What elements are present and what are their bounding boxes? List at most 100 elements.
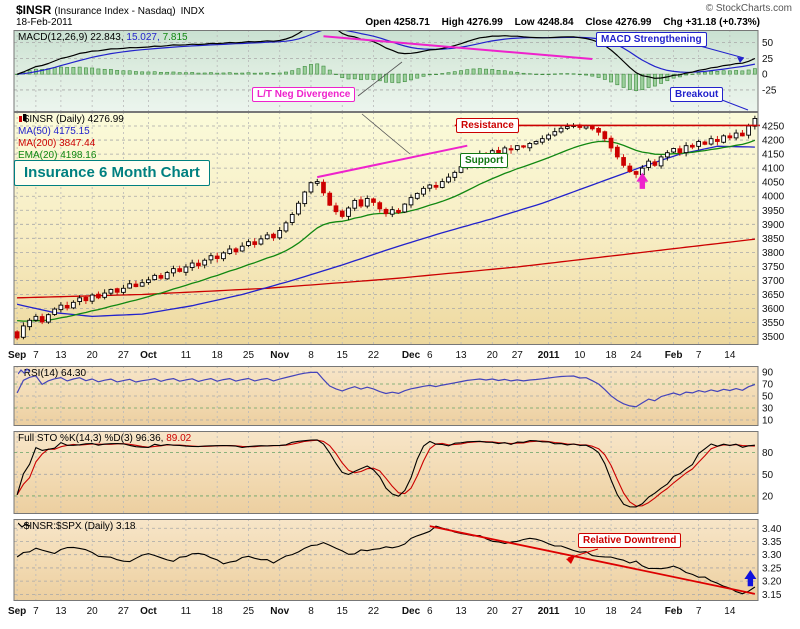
y-tick-label: 3.15 [762,590,782,601]
y-tick-label: 3900 [762,220,785,231]
y-tick-label: 50 [762,38,774,49]
price-legend-symbol: $INSR (Daily) 4276.99 [23,114,124,125]
y-tick-label: -25 [762,85,777,96]
x-tick-label: 27 [512,350,524,361]
x-tick-label: 13 [455,606,467,617]
y-tick-label: 80 [762,448,774,459]
price-legend-symbol-row: $INSR (Daily) 4276.99 [18,114,124,126]
p-sto-plot: 80 50 20 [13,431,774,514]
y-tick-label: 50 [762,470,774,481]
x-tick-label: 20 [487,606,499,617]
x-tick-label: 25 [243,606,255,617]
x-tick-label: 18 [212,606,224,617]
x-tick-label: 2011 [538,606,560,617]
x-tick-label: 14 [724,350,736,361]
symbol-name: (Insurance Index - Nasdaq) [54,6,176,17]
y-tick-label: 3.40 [762,524,782,535]
x-axis-1-labels: Sep 7 13 20 27 Oct 11 18 25 Nov 8 15 22 Dec 6 13 20 27 201… [8,350,736,361]
x-tick-label: Oct [140,350,157,361]
annotation-macd-strengthening: MACD Strengthening [596,32,707,47]
price-panel-background [14,112,758,345]
x-tick-label: 20 [87,350,99,361]
x-tick-label: Nov [270,606,289,617]
y-tick-label: 20 [762,491,774,502]
relative-strength-panel-background [14,519,758,601]
x-tick-label: 27 [118,606,130,617]
annotation-support: Support [460,153,509,168]
ratio-line [16,525,756,595]
chart-title: Insurance 6 Month Chart [14,160,210,186]
x-tick-label: Feb [665,350,683,361]
quote-change: Chg +31.18 (+0.73%) [663,17,760,28]
x-tick-label: Nov [270,350,289,361]
x-tick-label: 7 [33,350,39,361]
y-tick-label: 3550 [762,318,785,329]
p-macd-plot: 50 25 0 -25 [13,30,777,112]
sto-k-line [16,439,755,508]
y-tick-label: 3800 [762,248,785,259]
ma200-line [17,238,755,299]
macd-signal-line [17,30,756,75]
x-tick-label: 6 [427,350,433,361]
x-axis-bottom: Sep 7 13 20 27 Oct 11 18 25 Nov 8 15 22 Dec 6 13 20 27 201… [0,601,800,621]
quote-open: Open 4258.71 [365,17,430,28]
ema20-legend: EMA(20) 4198.16 [18,150,97,161]
x-tick-label: Sep [8,606,26,617]
y-tick-label: 3850 [762,234,785,245]
y-tick-label: 3.25 [762,563,782,574]
macd-divergence-trendline [323,35,593,61]
y-tick-label: 3750 [762,262,785,273]
y-tick-label: 4150 [762,150,785,161]
quote-row: 18-Feb-2011 Open 4258.71 High 4276.99 Lo… [16,17,760,28]
rsi-panel: RSI(14) 64.30 90 70 50 30 10 [0,366,800,426]
x-tick-label: Feb [665,606,683,617]
x-tick-label: 10 [574,350,586,361]
x-tick-label: 6 [427,606,433,617]
x-tick-label: 14 [724,606,736,617]
x-tick-label: 10 [574,606,586,617]
y-tick-label: 3.35 [762,537,782,548]
annotation-resistance: Resistance [456,118,519,133]
ma200-legend: MA(200) 3847.44 [18,138,96,149]
ratio-label: $INSR:$SPX (Daily) 3.18 [18,521,136,532]
blue-up-arrow [744,570,757,587]
x-tick-label: 8 [308,350,314,361]
y-tick-label: 10 [762,416,774,427]
quote-close: Close 4276.99 [585,17,652,28]
x-tick-label: 25 [243,350,255,361]
annotation-breakout: Breakout [670,87,724,102]
ratio-downtrend-line [429,525,756,595]
x-tick-label: 2011 [538,350,560,361]
x-axis-2-labels: Sep 7 13 20 27 Oct 11 18 25 Nov 8 15 22 Dec 6 13 20 27 201… [8,606,736,617]
price-legend: $INSR (Daily) 4276.99 MA(50) 4175.15 MA(… [18,114,124,162]
y-tick-label: 4050 [762,178,785,189]
copyright: © StockCharts.com [705,3,792,14]
x-tick-label: 13 [455,350,467,361]
chart-header: $INSR (Insurance Index - Nasdaq) INDX © … [0,0,800,30]
x-tick-label: 7 [696,350,702,361]
x-tick-label: 18 [606,350,618,361]
x-tick-label: Sep [8,350,26,361]
x-tick-label: 13 [55,606,67,617]
x-tick-label: 24 [631,606,643,617]
macd-label: MACD(12,26,9) 22.843, 15.027, 7.815 [18,32,188,43]
x-tick-label: Dec [402,350,421,361]
symbol: $INSR [16,3,52,17]
y-tick-label: 3.30 [762,550,782,561]
x-tick-label: 22 [368,606,380,617]
x-axis-top: Sep 7 13 20 27 Oct 11 18 25 Nov 8 15 22 Dec 6 13 20 27 201… [0,345,800,365]
stochastics-panel-background [14,431,758,514]
x-tick-label: 20 [87,606,99,617]
x-tick-label: 18 [606,606,618,617]
x-tick-label: 18 [212,350,224,361]
y-tick-label: 0 [762,70,768,81]
ohlc-quote: Open 4258.71 High 4276.99 Low 4248.84 Cl… [356,17,760,28]
x-tick-label: 27 [512,606,524,617]
y-tick-label: 25 [762,54,774,65]
stochastics-label: Full STO %K(14,3) %D(3) 96.36, 89.02 [18,433,192,444]
x-tick-label: Dec [402,606,421,617]
y-tick-label: 3950 [762,206,785,217]
x-tick-label: 11 [181,350,192,361]
x-tick-label: 7 [33,606,39,617]
